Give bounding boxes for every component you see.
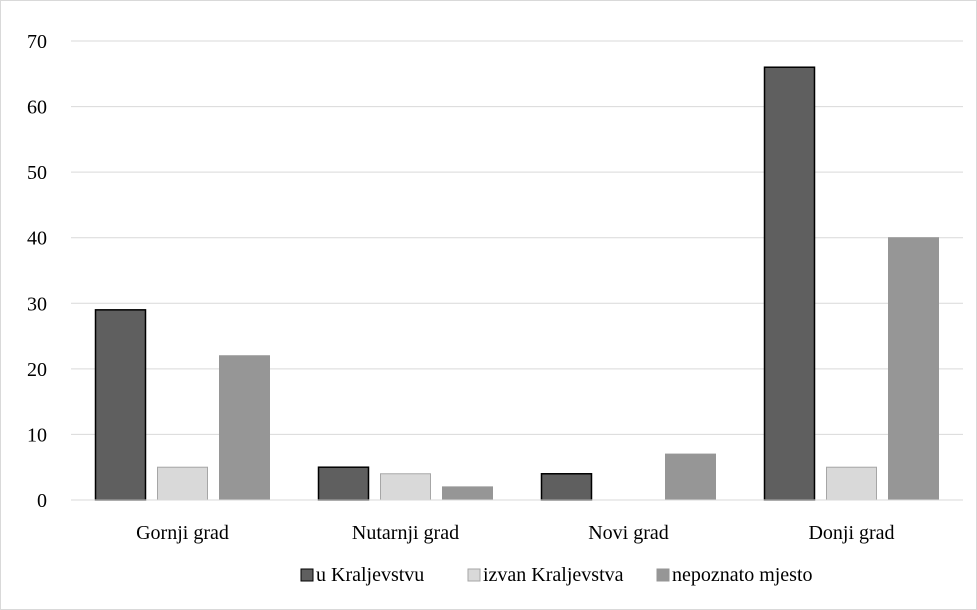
bar-u-kraljevstvu <box>317 466 370 501</box>
bar-nepoznato-mjesto <box>442 486 493 501</box>
bars <box>94 66 939 501</box>
y-tick-label: 10 <box>27 424 47 446</box>
y-tick-label: 50 <box>27 162 47 184</box>
y-tick-label: 70 <box>27 31 47 53</box>
legend-label: izvan Kraljevstva <box>483 564 624 586</box>
y-tick-label: 60 <box>27 97 47 119</box>
y-tick-label: 30 <box>27 293 47 315</box>
y-tick-label: 20 <box>27 359 47 381</box>
legend-label: nepoznato mjesto <box>672 564 813 586</box>
bar-u-kraljevstvu <box>763 66 816 501</box>
bar-izvan-kraljevstva <box>380 473 431 501</box>
legend-label: u Kraljevstvu <box>316 564 424 586</box>
gridlines <box>71 40 963 435</box>
x-tick-label: Novi grad <box>588 522 669 544</box>
legend-swatch <box>656 568 670 582</box>
legend: u Kraljevstvu izvan Kraljevstva nepoznato … <box>300 564 813 586</box>
bar-u-kraljevstvu <box>540 473 593 501</box>
bar-izvan-kraljevstva <box>826 466 877 501</box>
x-tick-label: Gornji grad <box>136 522 229 544</box>
bar-u-kraljevstvu <box>94 309 147 501</box>
y-tick-label: 0 <box>37 490 47 512</box>
y-axis-tick-labels: 0 10 20 30 40 50 60 70 <box>27 31 47 512</box>
x-tick-label: Nutarnji grad <box>352 522 459 544</box>
bar-nepoznato-mjesto <box>888 237 939 501</box>
x-axis-tick-labels: Gornji grad Nutarnji grad Novi grad Donji g… <box>136 522 894 544</box>
bar-izvan-kraljevstva <box>157 466 208 501</box>
y-tick-label: 40 <box>27 228 47 250</box>
legend-swatch <box>467 568 481 582</box>
bar-nepoznato-mjesto <box>219 355 270 501</box>
x-tick-label: Donji grad <box>808 522 894 544</box>
legend-swatch <box>300 568 314 582</box>
bar-nepoznato-mjesto <box>665 453 716 501</box>
